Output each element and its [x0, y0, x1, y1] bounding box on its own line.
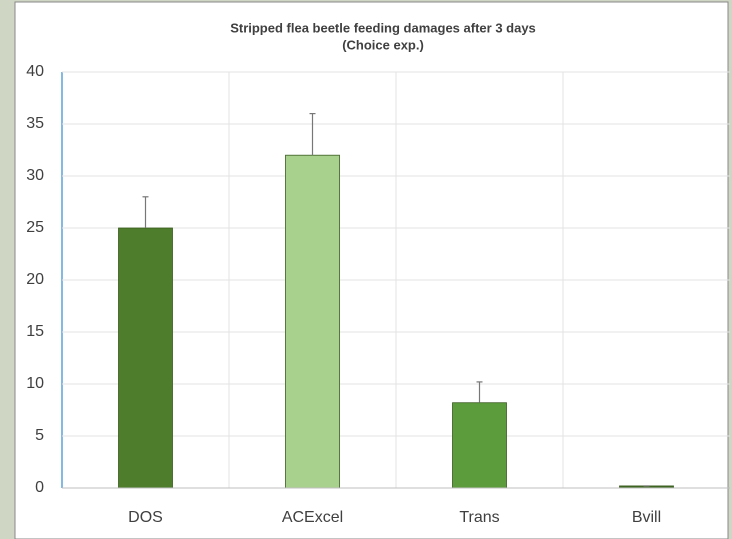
y-tick-label: 40	[26, 63, 44, 80]
y-tick-label: 30	[26, 167, 44, 184]
y-tick-label: 5	[35, 427, 44, 444]
bar	[453, 403, 507, 488]
bar	[286, 155, 340, 488]
x-tick-label: Bvill	[632, 509, 661, 526]
y-tick-label: 0	[35, 479, 44, 496]
chart: Stripped flea beetle feeding damages aft…	[0, 0, 732, 539]
y-tick-label: 15	[26, 323, 44, 340]
y-tick-label: 25	[26, 219, 44, 236]
y-tick-label: 20	[26, 271, 44, 288]
chart-title: Stripped flea beetle feeding damages aft…	[230, 20, 536, 35]
x-tick-label: Trans	[459, 509, 499, 526]
chart-subtitle: (Choice exp.)	[342, 37, 424, 52]
bar	[119, 228, 173, 488]
y-tick-label: 35	[26, 115, 44, 132]
y-tick-label: 10	[26, 375, 44, 392]
x-tick-label: ACExcel	[282, 509, 343, 526]
x-tick-label: DOS	[128, 509, 163, 526]
